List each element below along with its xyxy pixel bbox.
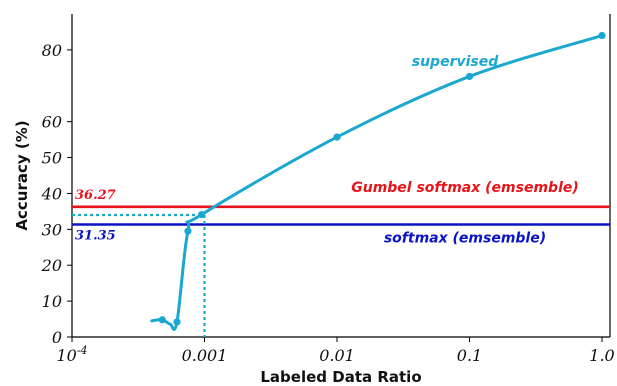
data-point (158, 316, 166, 324)
x-axis-title: Labeled Data Ratio (260, 368, 421, 386)
x-tick-label: 0.1 (457, 346, 482, 365)
reference-lines: 36.27 Gumbel softmax (emsemble) 31.35 softm… (72, 180, 610, 246)
data-point (197, 211, 206, 219)
reference-name-label: softmax (emsemble) (384, 230, 546, 246)
y-tick-label: 0 (52, 328, 62, 347)
y-tick-label: 80 (42, 41, 62, 60)
reference-name-label: Gumbel softmax (emsemble) (351, 180, 579, 196)
data-point (173, 318, 181, 326)
series-annotation: supervised (412, 54, 499, 70)
y-tick-label: 30 (42, 220, 62, 239)
x-tick-label: 0.001 (182, 346, 228, 365)
crosshair (72, 213, 206, 337)
data-point (465, 72, 474, 81)
y-axis-title: Accuracy (%) (13, 120, 31, 230)
data-point (598, 31, 606, 40)
series-layer (150, 31, 606, 332)
y-tick-label: 20 (41, 256, 62, 275)
y-tick-label: 50 (42, 149, 62, 168)
x-tick-label: 10-4 (56, 344, 87, 365)
y-tick-label: 40 (41, 184, 62, 203)
data-point (184, 227, 192, 235)
reference-value-label: 36.27 (75, 188, 116, 203)
y-ticks: 0 10 20 30 40 50 60 80 (41, 41, 72, 347)
x-tick-label: 1.0 (589, 346, 614, 365)
data-point (333, 133, 341, 141)
series-line (150, 34, 604, 332)
y-tick-label: 10 (42, 292, 62, 311)
x-ticks: 10-4 0.001 0.01 0.1 1.0 (56, 337, 615, 365)
reference-value-label: 31.35 (75, 228, 116, 243)
annotations: supervised (412, 54, 499, 70)
plot-area (71, 14, 611, 338)
y-tick-label: 60 (42, 113, 62, 132)
x-tick-label: 0.01 (319, 346, 355, 365)
